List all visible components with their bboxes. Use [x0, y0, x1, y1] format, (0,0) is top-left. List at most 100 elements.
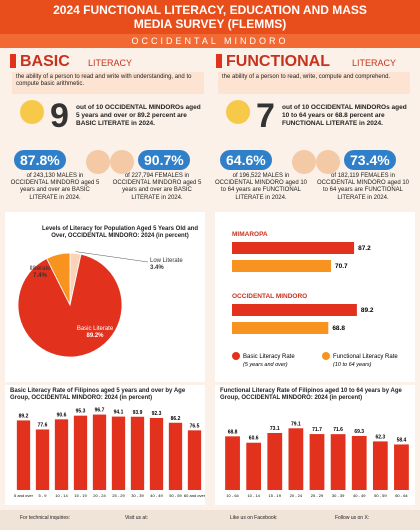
- x-tick-label: 40 - 49: [353, 493, 366, 498]
- value-label: 69.3: [354, 429, 364, 435]
- bar: [225, 436, 240, 490]
- female-text: of 182,119 FEMALES in OCCIDENTAL MINDORO…: [316, 173, 410, 201]
- group-label: OCCIDENTAL MINDORO: [232, 293, 307, 300]
- chart-title: Levels of Literacy for Population Aged 5…: [41, 226, 199, 240]
- chart-title: Basic Literacy Rate of Filipinos aged 5 …: [10, 388, 186, 402]
- value-label: 71.6: [333, 427, 343, 433]
- footer-text: Follow us on X:: [335, 515, 370, 521]
- ratio: 9: [50, 97, 69, 135]
- region: OCCIDENTAL MINDORO: [131, 36, 289, 46]
- x-tick-label: 25 - 29: [311, 493, 324, 498]
- legend-sublabel: (5 years and over): [243, 362, 288, 368]
- ratio-text: out of 10 OCCIDENTAL MINDOROs aged 10 to…: [282, 104, 407, 127]
- value-label: 60.6: [249, 436, 259, 442]
- bar: [111, 416, 126, 490]
- slice-value: 89.2%: [86, 333, 104, 339]
- value-label: 95.3: [76, 409, 86, 415]
- bar: [330, 434, 346, 490]
- accent: [10, 54, 16, 68]
- bar: [351, 435, 367, 490]
- x-tick-label: 10 - 14: [247, 493, 260, 498]
- female-rate: 73.4%: [344, 150, 396, 170]
- x-tick-label: 40 - 49: [150, 493, 163, 498]
- chart-title: Functional Literacy Rate of Filipinos ag…: [220, 388, 402, 402]
- bar: [168, 422, 183, 490]
- bar: [73, 415, 88, 490]
- region-band: [0, 34, 420, 48]
- x-tick-label: 20 - 24: [93, 493, 106, 498]
- male-icon: [292, 150, 316, 174]
- value-label: 93.9: [133, 410, 143, 416]
- bar: [232, 260, 331, 272]
- value-label: 68.8: [228, 429, 238, 435]
- pie-slice: [17, 253, 123, 358]
- bar: [54, 419, 69, 490]
- footer-text: Like us on Facebook:: [230, 515, 278, 521]
- bar: [232, 322, 329, 334]
- male-text: of 243,130 MALES in OCCIDENTAL MINDORO a…: [10, 173, 100, 201]
- legend-swatch: [232, 352, 240, 360]
- section-subtitle: LITERACY: [88, 58, 133, 68]
- slice-label: Illiterate: [29, 266, 51, 272]
- female-icon: [316, 150, 340, 174]
- slice-label: Basic Literate: [77, 326, 114, 332]
- definition: the ability of a person to read and writ…: [16, 74, 192, 88]
- definition-box: [12, 72, 204, 94]
- header-band: [0, 0, 420, 34]
- female-icon: [110, 150, 134, 174]
- section-subtitle: LITERACY: [352, 58, 397, 68]
- value-label: 77.6: [38, 422, 48, 428]
- bar: [149, 418, 164, 490]
- bar: [309, 434, 325, 490]
- value-label: 96.7: [95, 408, 105, 414]
- icon: [20, 100, 44, 124]
- value-label: 62.3: [375, 434, 385, 440]
- male-text: of 196,522 MALES in OCCIDENTAL MINDORO a…: [214, 173, 308, 201]
- legend-sublabel: (10 to 64 years): [333, 362, 372, 368]
- female-text: of 227,794 FEMALES in OCCIDENTAL MINDORO…: [112, 173, 202, 201]
- footer-text: For technical inquiries:: [20, 515, 71, 521]
- accent: [216, 54, 222, 68]
- value-label: 73.1: [270, 426, 280, 432]
- value-label: 76.5: [190, 423, 200, 429]
- x-tick-label: 50 - 59: [374, 493, 387, 498]
- leader-line: [75, 251, 149, 263]
- panel: [215, 212, 415, 382]
- legend-label: Basic Literacy Rate: [243, 354, 295, 360]
- value-label: 70.7: [335, 263, 348, 270]
- female-rate: 90.7%: [138, 150, 190, 170]
- section-title: FUNCTIONAL: [226, 53, 330, 70]
- ratio: 7: [256, 97, 275, 135]
- value-label: 71.7: [312, 427, 322, 433]
- group-label: MIMAROPA: [232, 231, 268, 238]
- value-label: 89.2: [19, 413, 29, 419]
- bar: [16, 420, 31, 490]
- x-tick-label: 10 - 64: [226, 493, 239, 498]
- definition: the ability of a person to read, write, …: [222, 74, 391, 80]
- value-label: 86.2: [171, 416, 181, 422]
- male-rate: 64.6%: [220, 150, 272, 170]
- slice-value: 7.4%: [33, 273, 47, 279]
- value-label: 68.8: [332, 325, 345, 332]
- x-tick-label: 15 - 19: [74, 493, 87, 498]
- value-label: 90.6: [57, 412, 67, 418]
- x-tick-label: 25 - 29: [112, 493, 125, 498]
- title: 2024 FUNCTIONAL LITERACY, EDUCATION AND …: [53, 3, 367, 31]
- male-icon: [86, 150, 110, 174]
- x-tick-label: 60 and over: [184, 493, 206, 498]
- x-tick-label: 50 - 59: [169, 493, 182, 498]
- pie-slice: [46, 252, 71, 306]
- x-tick-label: 30 - 39: [332, 493, 345, 498]
- footer-text: Visit us at:: [125, 515, 148, 521]
- x-tick-label: 5 and over: [14, 493, 34, 498]
- bar: [35, 429, 50, 490]
- value-label: 92.3: [152, 411, 162, 417]
- legend-swatch: [322, 352, 330, 360]
- x-tick-label: 60 - 64: [395, 493, 408, 498]
- bar: [232, 242, 355, 254]
- x-tick-label: 10 - 14: [55, 493, 68, 498]
- bar: [92, 414, 107, 490]
- x-tick-label: 5 - 9: [38, 493, 47, 498]
